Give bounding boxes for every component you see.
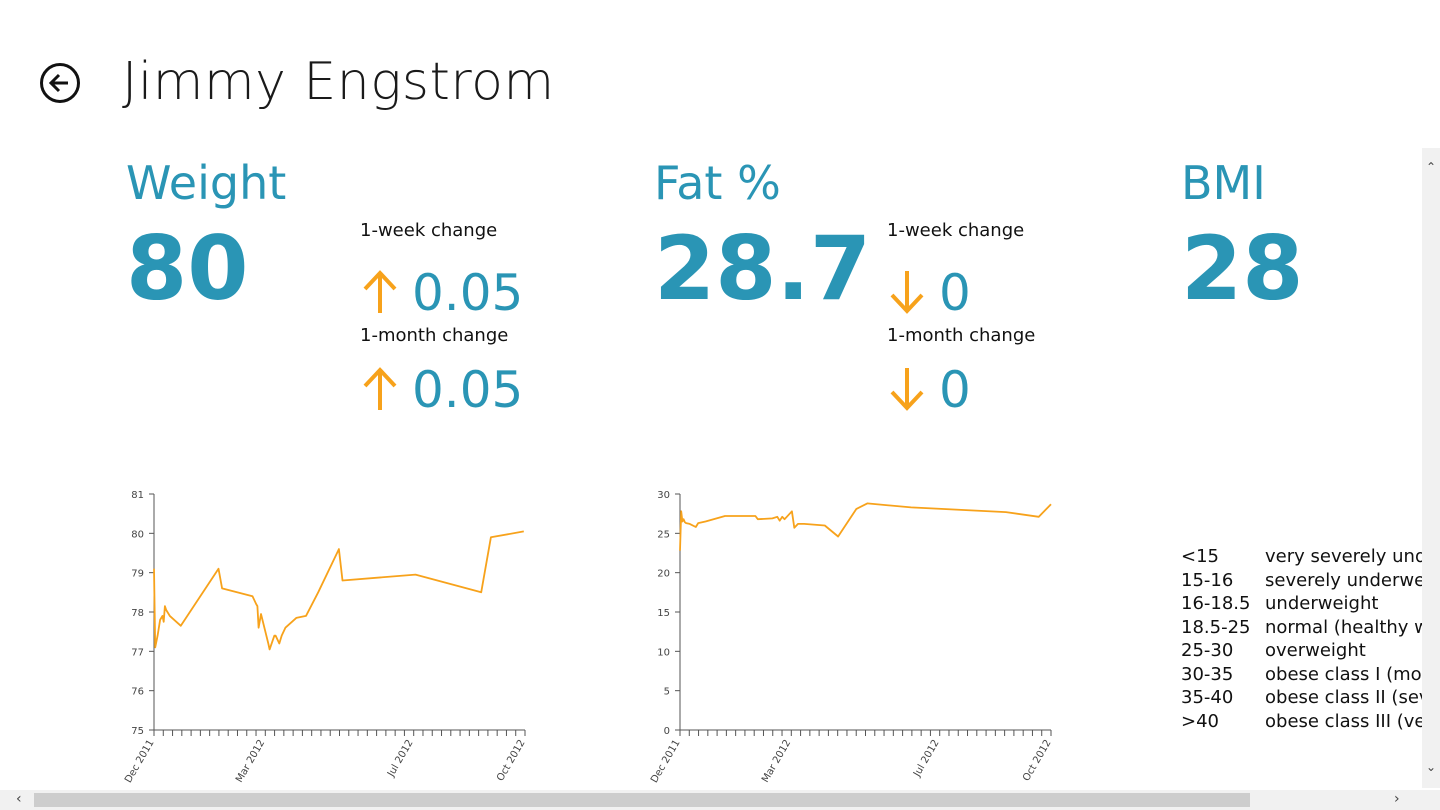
fat-week-change-value: 0	[939, 264, 971, 322]
back-arrow-icon	[48, 73, 68, 93]
bmi-description: obese class III (very severely obese)	[1265, 710, 1440, 732]
weight-chart-y-tick-label: 80	[131, 529, 144, 540]
back-button[interactable]	[40, 63, 80, 103]
fat-title: Fat %	[654, 156, 781, 210]
fat-chart-series-line	[679, 502, 1052, 551]
weight-chart-y-tick-label: 76	[131, 687, 144, 698]
bmi-range: 16-18.5	[1181, 593, 1251, 614]
fat-chart-y-tick-label: 15	[657, 608, 670, 619]
bmi-description: very severely underweight	[1265, 546, 1440, 567]
fat-chart-y-tick-label: 20	[657, 569, 670, 580]
bmi-description: severely underweight	[1265, 569, 1440, 591]
arrow-up-icon	[363, 367, 397, 410]
fat-month-change: 0	[887, 361, 1037, 422]
weight-week-change: 0.05	[360, 264, 560, 325]
scroll-up-icon[interactable]: ⌃	[1426, 160, 1437, 174]
weight-month-change-value: 0.05	[412, 361, 524, 419]
fat-chart-y-tick-label: 25	[657, 529, 670, 540]
scroll-right-icon[interactable]: ›	[1394, 791, 1400, 807]
bmi-range: 30-35	[1181, 663, 1234, 685]
bmi-range: <15	[1181, 546, 1219, 567]
fat-value: 28.7	[654, 217, 872, 320]
weight-chart-x-tick-label: Mar 2012	[234, 738, 267, 785]
arrow-up-icon	[363, 270, 397, 313]
bmi-range: >40	[1181, 710, 1219, 732]
fat-chart-x-tick-label: Oct 2012	[1021, 738, 1053, 783]
bmi-value: 28	[1181, 217, 1304, 320]
horizontal-scrollbar[interactable]: ‹ ›	[0, 790, 1440, 810]
bmi-range: 35-40	[1181, 687, 1234, 708]
scroll-left-icon[interactable]: ‹	[16, 791, 22, 807]
fat-month-change-label: 1-month change	[887, 325, 1036, 346]
bmi-description: overweight	[1265, 640, 1366, 661]
arrow-down-icon	[890, 368, 924, 411]
fat-chart-x-tick-label: Jul 2012	[911, 738, 941, 780]
weight-chart: 75 76 77 78 79 80 81 Dec 2011 Mar 2012 Jul 2012 Oc…	[123, 490, 528, 785]
weight-chart-y-tick-label: 78	[131, 608, 144, 619]
fat-week-change: 0	[887, 264, 1037, 325]
bmi-range: 18.5-25	[1181, 616, 1251, 638]
fat-month-change-value: 0	[939, 361, 971, 419]
horizontal-scrollbar-thumb[interactable]	[34, 793, 1250, 807]
weight-month-change: 0.05	[360, 361, 560, 422]
fat-chart-y-tick-label: 5	[664, 687, 670, 698]
weight-chart-x-tick-label: Dec 2011	[123, 738, 157, 785]
bmi-description: underweight	[1265, 593, 1379, 614]
fat-chart-y-tick-label: 10	[657, 647, 670, 658]
weight-chart-y-tick-label: 75	[131, 726, 144, 737]
bmi-description: obese class II (severely obese)	[1265, 687, 1440, 708]
weight-week-change-value: 0.05	[412, 264, 524, 322]
weight-chart-y-tick-label: 81	[131, 490, 144, 501]
weight-chart-series-line	[153, 530, 524, 651]
weight-value: 80	[126, 217, 249, 320]
scroll-down-icon[interactable]: ⌄	[1426, 760, 1437, 774]
bmi-range: 25-30	[1181, 640, 1234, 661]
vertical-scrollbar[interactable]: ⌃ ⌄	[1422, 148, 1440, 788]
weight-week-change-label: 1-week change	[360, 220, 498, 241]
bmi-description: obese class I (moderately obese)	[1265, 663, 1440, 685]
bmi-title: BMI	[1181, 156, 1266, 210]
bmi-description: normal (healthy weight)	[1265, 616, 1440, 638]
page-title: Jimmy Engstrom	[122, 52, 555, 112]
fat-week-change-label: 1-week change	[887, 220, 1025, 241]
weight-chart-y-tick-label: 79	[131, 569, 144, 580]
fat-chart-y-tick-label: 0	[664, 726, 670, 737]
weight-month-change-label: 1-month change	[360, 325, 509, 346]
arrow-down-icon	[890, 271, 924, 314]
fat-chart-x-tick-label: Mar 2012	[760, 738, 793, 785]
weight-chart-y-tick-label: 77	[131, 647, 144, 658]
fat-chart-x-tick-label: Dec 2011	[649, 738, 683, 785]
bmi-scale-table: <15 very severely underweight 15-16 seve…	[1181, 546, 1440, 736]
weight-chart-x-tick-label: Oct 2012	[495, 738, 527, 783]
fat-chart: 0 5 10 15 20 25 30 Dec 2011 Mar 2012 Jul 2012 Oct …	[649, 490, 1054, 785]
bmi-range: 15-16	[1181, 569, 1234, 591]
weight-title: Weight	[126, 156, 287, 210]
weight-chart-x-tick-label: Jul 2012	[385, 738, 415, 780]
fat-chart-y-tick-label: 30	[657, 490, 670, 501]
